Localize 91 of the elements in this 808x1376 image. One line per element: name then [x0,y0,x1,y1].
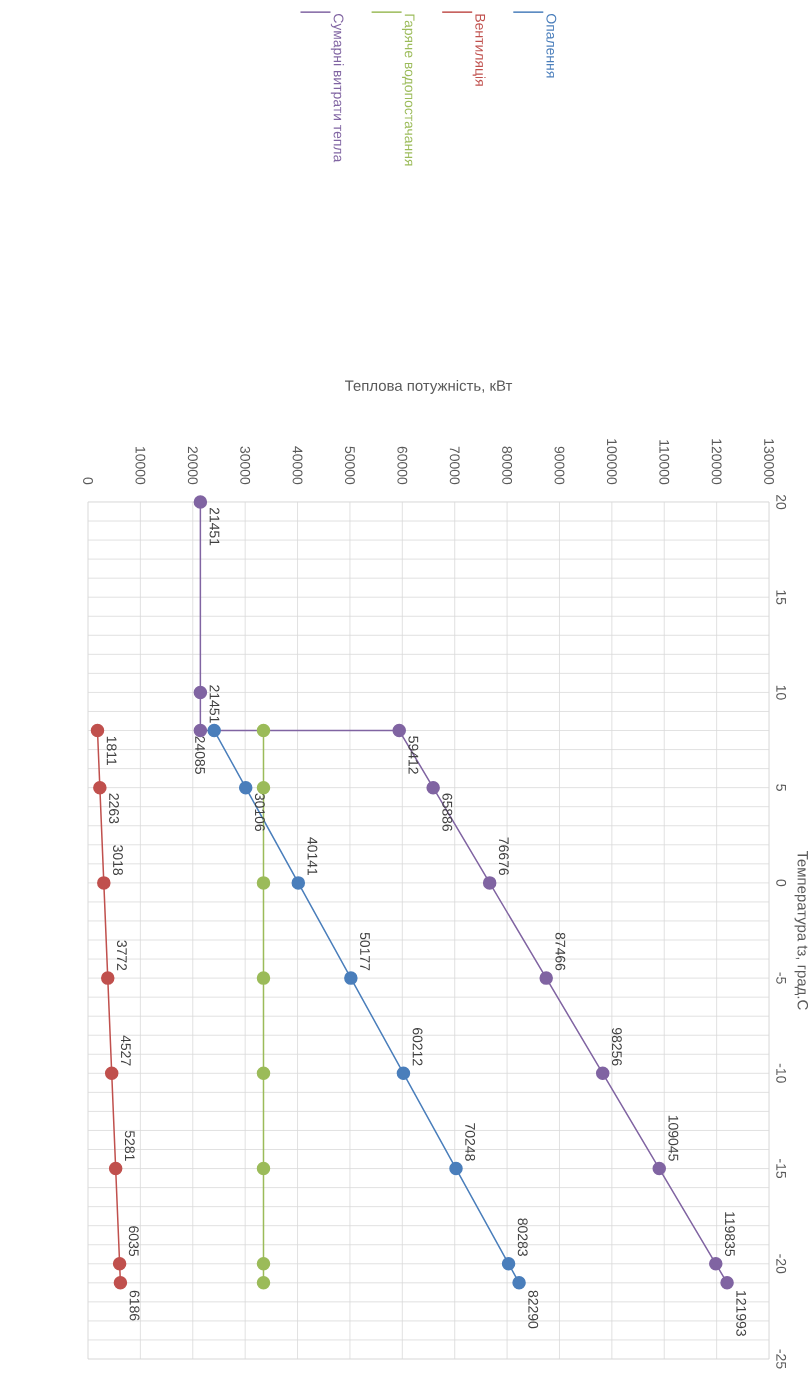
x-tick-label: 90000 [554,446,565,485]
annotation: 109045 [668,1115,679,1161]
annotation: 119835 [724,1212,735,1256]
annotation: 87466 [555,932,566,971]
x-tick-label: 120000 [711,439,722,485]
x-tick-label: 10000 [135,447,146,485]
y-tick-label: 5 [776,784,786,791]
x-axis-title: Теплова потужність, кВт [345,380,513,394]
point [720,1276,734,1290]
annotation: 98256 [611,1028,622,1066]
point [238,780,253,795]
point [652,1161,666,1176]
x-tick-label: 110000 [659,440,670,485]
point [256,723,271,738]
x-tick-label: 80000 [502,446,513,485]
annotation: 40141 [307,837,318,875]
annotation: 2263 [109,793,119,824]
point [93,780,107,795]
x-tick-label: 70000 [449,446,460,485]
point [256,1161,271,1176]
point [207,723,221,738]
point [482,876,497,890]
annotation: 30106 [254,793,265,832]
annotation: 76676 [498,837,509,876]
x-tick-label: 60000 [397,446,408,485]
annotation: 50177 [360,932,370,971]
text: Вентиляція [472,14,486,86]
point [90,723,105,738]
point [595,1066,610,1081]
point [112,1257,127,1271]
point [512,1276,526,1290]
y-tick-label: -20 [776,1254,787,1274]
annotation: 24085 [195,736,205,774]
y-tick-label: -5 [776,972,786,984]
point [193,495,208,509]
annotation: 6186 [129,1290,140,1321]
point [426,780,440,795]
y-tick-label: 0 [776,879,787,887]
y-tick-label: 20 [776,494,787,510]
x-tick-label: 130000 [764,439,774,485]
annotation: 1811 [106,736,117,766]
point [291,876,306,890]
point [113,1276,128,1290]
point [709,1257,723,1271]
annotation: 60212 [412,1028,423,1066]
annotation: 21451 [209,507,220,546]
annotation: 121993 [736,1291,747,1336]
annotation: 3772 [116,940,127,971]
x-tick-label: 20000 [187,446,198,485]
point [501,1257,516,1271]
annotation: 65886 [442,793,453,832]
y-tick-label: 10 [776,685,787,700]
x-tick-label: 40000 [292,446,303,485]
point [256,971,271,985]
text: Гаряче водопостачання [401,14,415,166]
annotation: 6035 [128,1226,139,1256]
y-tick-label: 15 [776,590,786,605]
point [256,876,271,890]
annotation: 3018 [113,845,123,876]
annotation: 80283 [517,1218,528,1256]
point [97,876,111,890]
point [104,1066,119,1081]
point [256,1257,271,1271]
annotation: 70248 [465,1123,476,1161]
annotation: 4527 [120,1035,131,1066]
point [449,1161,463,1176]
point [256,780,271,795]
text: Сумарні витрати тепла [330,14,344,163]
point [101,971,115,985]
x-tick-label: 50000 [344,446,355,485]
y-axis-title: Температура tз, град.С [794,850,808,1010]
x-tick-label: 100000 [606,439,617,485]
point [392,723,406,738]
point [344,971,358,985]
annotation: 59412 [408,736,419,774]
point [396,1066,411,1081]
y-tick-label: -15 [776,1159,786,1179]
point [256,1276,271,1290]
x-tick-label: 0 [83,477,93,485]
text: Опалення [546,14,557,78]
point [193,723,208,738]
y-tick-label: -10 [776,1063,787,1083]
point [539,971,553,985]
y-tick-label: -25 [776,1349,787,1369]
point [193,685,208,700]
annotation: 82290 [528,1290,539,1329]
point [108,1161,123,1176]
point [256,1066,271,1081]
annotation: 21451 [209,685,220,723]
x-tick-label: 30000 [240,446,251,485]
annotation: 5281 [124,1130,135,1161]
